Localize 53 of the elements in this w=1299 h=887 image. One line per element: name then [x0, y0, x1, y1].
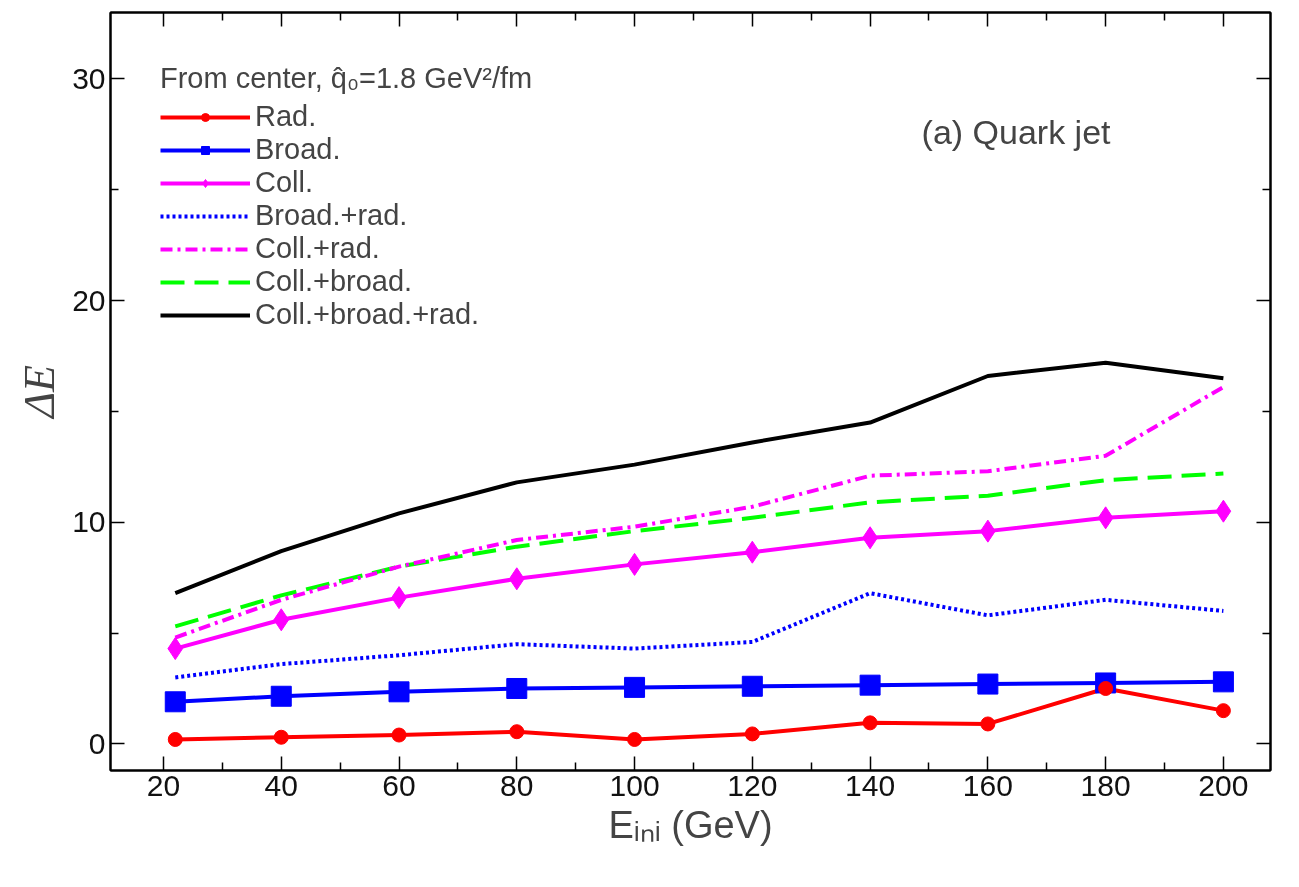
legend-label: Coll.+broad.+rad.: [255, 298, 480, 331]
point: [167, 731, 183, 747]
point: [744, 726, 760, 742]
point: [506, 677, 528, 699]
point: [1097, 506, 1114, 530]
point: [980, 716, 996, 732]
point: [741, 675, 763, 697]
x-tick-label: 180: [1080, 768, 1131, 802]
legend-label: Broad.: [255, 133, 341, 166]
line-series: [173, 360, 1226, 596]
point: [391, 727, 407, 743]
point: [624, 676, 646, 698]
point: [744, 540, 761, 564]
legend-label: Coll.+rad.: [255, 232, 380, 265]
point: [1215, 703, 1231, 719]
point: [509, 724, 525, 740]
x-tick-label: 120: [727, 768, 778, 802]
legend-label: Broad.+rad.: [255, 199, 408, 232]
point: [626, 552, 643, 576]
x-tick-label: 140: [845, 768, 896, 802]
point: [977, 673, 999, 695]
annotation: (a) Quark jet: [921, 112, 1112, 151]
legend-label: Rad.: [255, 100, 317, 133]
line-series: [173, 471, 1226, 629]
point: [273, 608, 290, 632]
point: [508, 567, 525, 591]
point: [273, 729, 289, 745]
y-tick-label: 30: [72, 61, 106, 95]
y-tick-label: 20: [72, 283, 106, 317]
point: [1212, 671, 1234, 693]
point: [388, 681, 410, 703]
x-tick-label: 80: [500, 768, 534, 802]
line-series: [173, 591, 1226, 680]
x-tick-label: 160: [962, 768, 1013, 802]
point: [627, 731, 643, 747]
legend-title: From center, q̂₀=1.8 GeV²/fm: [160, 62, 533, 95]
legend-label: Coll.: [255, 166, 314, 199]
point: [167, 637, 184, 661]
point: [859, 674, 881, 696]
point: [1215, 499, 1232, 523]
y-tick-label: 0: [88, 726, 106, 760]
point: [164, 691, 186, 713]
x-tick-label: 200: [1198, 768, 1249, 802]
x-tick-label: 60: [382, 768, 416, 802]
y-axis-title: ΔE: [15, 365, 65, 420]
x-tick-label: 40: [264, 768, 298, 802]
point: [862, 715, 878, 731]
legend-label: Coll.+broad.: [255, 265, 413, 298]
x-tick-label: 20: [146, 768, 181, 802]
x-tick-label: 100: [609, 768, 660, 802]
x-axis-title: Eᵢₙᵢ (GeV): [608, 803, 773, 846]
point: [270, 685, 292, 707]
y-tick-label: 10: [72, 505, 106, 539]
